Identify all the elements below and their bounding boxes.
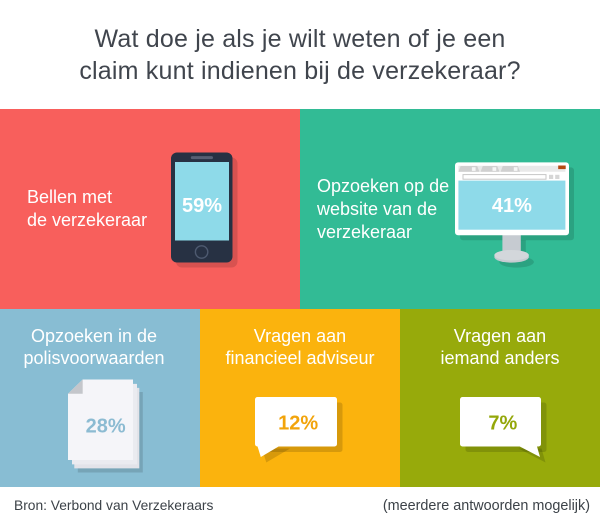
svg-text:12%: 12% (278, 413, 318, 435)
svg-text:28%: 28% (86, 416, 126, 438)
svg-text:7%: 7% (488, 413, 517, 435)
svg-text:41%: 41% (492, 195, 532, 217)
svg-text:59%: 59% (182, 195, 222, 217)
